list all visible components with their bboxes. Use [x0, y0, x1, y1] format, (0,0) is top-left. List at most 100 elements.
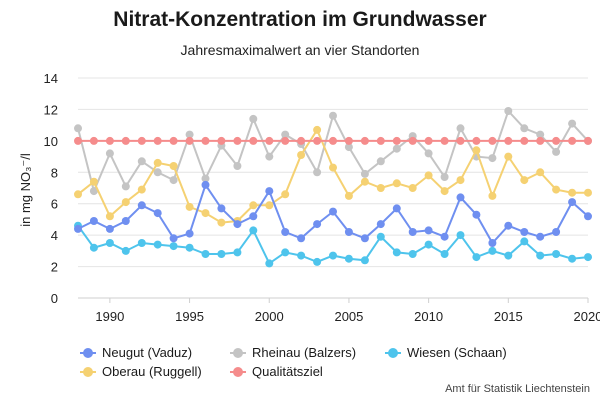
data-point[interactable]	[440, 232, 449, 241]
data-point[interactable]	[233, 136, 242, 145]
data-point[interactable]	[488, 154, 497, 163]
data-point[interactable]	[584, 136, 592, 145]
data-point[interactable]	[552, 185, 561, 194]
data-point[interactable]	[456, 136, 465, 145]
data-point[interactable]	[313, 125, 322, 134]
data-point[interactable]	[536, 251, 545, 260]
data-point[interactable]	[440, 136, 449, 145]
data-point[interactable]	[376, 184, 385, 192]
data-point[interactable]	[217, 250, 226, 258]
legend-item-rheinau[interactable]: Rheinau (Balzers)	[230, 345, 385, 360]
data-point[interactable]	[153, 136, 162, 145]
data-point[interactable]	[281, 190, 290, 199]
data-point[interactable]	[504, 136, 513, 145]
data-point[interactable]	[121, 217, 130, 225]
data-point[interactable]	[392, 179, 401, 188]
data-point[interactable]	[297, 251, 306, 260]
data-point[interactable]	[233, 220, 242, 229]
data-point[interactable]	[201, 174, 210, 183]
data-point[interactable]	[392, 136, 401, 145]
data-point[interactable]	[74, 124, 82, 133]
data-point[interactable]	[137, 157, 146, 166]
data-point[interactable]	[504, 221, 513, 230]
data-point[interactable]	[360, 234, 369, 243]
data-point[interactable]	[185, 202, 194, 211]
data-point[interactable]	[440, 173, 449, 181]
data-point[interactable]	[297, 136, 306, 145]
data-point[interactable]	[344, 191, 353, 200]
data-point[interactable]	[169, 136, 178, 145]
data-point[interactable]	[408, 136, 417, 145]
data-point[interactable]	[201, 250, 210, 258]
data-point[interactable]	[265, 187, 274, 196]
data-point[interactable]	[424, 226, 433, 235]
data-point[interactable]	[552, 136, 561, 145]
data-point[interactable]	[520, 228, 529, 236]
data-point[interactable]	[329, 163, 337, 172]
data-point[interactable]	[313, 220, 322, 229]
data-point[interactable]	[568, 188, 577, 197]
data-point[interactable]	[105, 224, 114, 233]
data-point[interactable]	[137, 185, 146, 194]
data-point[interactable]	[185, 229, 194, 238]
data-point[interactable]	[584, 188, 592, 197]
data-point[interactable]	[249, 212, 258, 221]
data-point[interactable]	[105, 239, 114, 247]
data-point[interactable]	[217, 136, 226, 145]
data-point[interactable]	[74, 136, 82, 145]
data-point[interactable]	[153, 240, 162, 249]
data-point[interactable]	[265, 259, 274, 268]
data-point[interactable]	[472, 146, 481, 155]
data-point[interactable]	[74, 190, 82, 199]
data-point[interactable]	[392, 248, 401, 257]
data-point[interactable]	[137, 201, 146, 210]
data-point[interactable]	[201, 209, 210, 218]
data-point[interactable]	[265, 201, 274, 210]
data-point[interactable]	[185, 243, 194, 252]
data-point[interactable]	[121, 198, 130, 207]
data-point[interactable]	[376, 157, 385, 166]
data-point[interactable]	[281, 136, 290, 145]
data-point[interactable]	[329, 136, 337, 145]
data-point[interactable]	[472, 253, 481, 262]
data-point[interactable]	[105, 136, 114, 145]
data-point[interactable]	[89, 187, 98, 196]
data-point[interactable]	[169, 242, 178, 251]
data-point[interactable]	[424, 136, 433, 145]
data-point[interactable]	[265, 152, 274, 161]
data-point[interactable]	[568, 254, 577, 263]
data-point[interactable]	[424, 171, 433, 180]
data-point[interactable]	[520, 237, 529, 246]
data-point[interactable]	[137, 239, 146, 247]
data-point[interactable]	[297, 151, 306, 159]
data-point[interactable]	[329, 251, 337, 260]
data-point[interactable]	[568, 136, 577, 145]
data-point[interactable]	[520, 124, 529, 133]
data-point[interactable]	[552, 250, 561, 258]
data-point[interactable]	[329, 207, 337, 216]
data-point[interactable]	[313, 257, 322, 266]
data-point[interactable]	[536, 168, 545, 177]
data-point[interactable]	[233, 162, 242, 170]
data-point[interactable]	[568, 119, 577, 128]
data-point[interactable]	[584, 253, 592, 262]
data-point[interactable]	[74, 224, 82, 233]
data-point[interactable]	[169, 176, 178, 185]
data-point[interactable]	[376, 136, 385, 145]
data-point[interactable]	[89, 136, 98, 145]
data-point[interactable]	[344, 254, 353, 263]
data-point[interactable]	[89, 243, 98, 252]
data-point[interactable]	[360, 177, 369, 186]
data-point[interactable]	[568, 198, 577, 207]
data-point[interactable]	[121, 136, 130, 145]
data-point[interactable]	[281, 248, 290, 257]
data-point[interactable]	[249, 114, 258, 123]
data-point[interactable]	[440, 250, 449, 258]
data-point[interactable]	[169, 162, 178, 170]
data-point[interactable]	[504, 107, 513, 115]
legend-item-wiesen[interactable]: Wiesen (Schaan)	[385, 345, 545, 360]
data-point[interactable]	[552, 228, 561, 236]
data-point[interactable]	[329, 111, 337, 120]
data-point[interactable]	[121, 246, 130, 255]
data-point[interactable]	[456, 124, 465, 133]
